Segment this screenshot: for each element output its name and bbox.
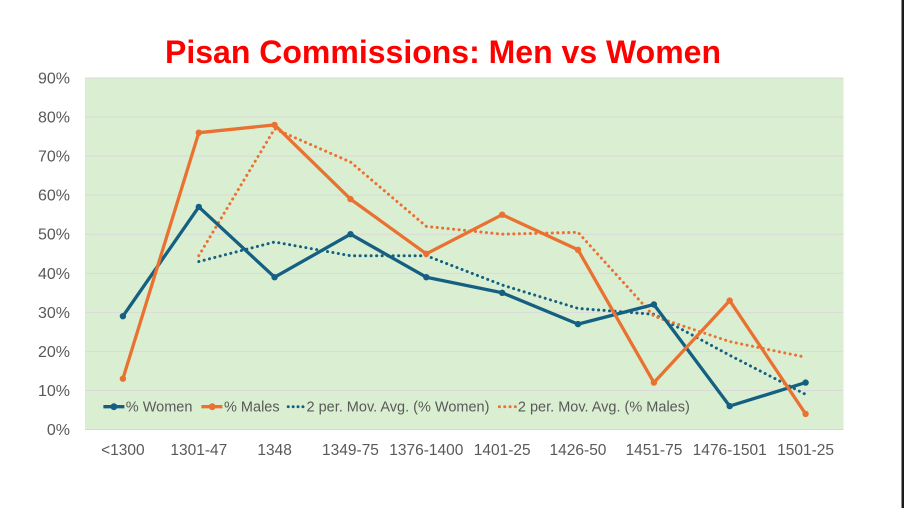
svg-text:% Women: % Women [126,399,193,415]
svg-text:70%: 70% [38,149,70,166]
svg-text:90%: 90% [38,71,70,88]
svg-text:10%: 10% [38,383,70,400]
svg-text:2 per. Mov. Avg. (% Males): 2 per. Mov. Avg. (% Males) [518,399,690,415]
svg-text:% Males: % Males [224,399,280,415]
svg-text:1451-75: 1451-75 [625,442,682,459]
svg-text:1349-75: 1349-75 [322,442,379,459]
svg-text:1348: 1348 [257,442,291,459]
svg-text:1301-47: 1301-47 [170,442,227,459]
svg-text:1401-25: 1401-25 [474,442,531,459]
svg-text:1476-1501: 1476-1501 [693,442,767,459]
svg-text:1376-1400: 1376-1400 [389,442,464,459]
svg-text:<1300: <1300 [101,442,145,459]
svg-text:1426-50: 1426-50 [550,442,607,459]
svg-text:40%: 40% [38,266,70,283]
svg-text:30%: 30% [38,305,70,322]
svg-text:60%: 60% [38,188,70,205]
svg-text:20%: 20% [38,344,70,361]
svg-text:80%: 80% [38,110,70,127]
svg-text:50%: 50% [38,227,70,244]
svg-text:0%: 0% [47,422,70,439]
svg-text:1501-25: 1501-25 [777,442,834,459]
svg-text:2 per. Mov. Avg. (% Women): 2 per. Mov. Avg. (% Women) [307,399,490,415]
